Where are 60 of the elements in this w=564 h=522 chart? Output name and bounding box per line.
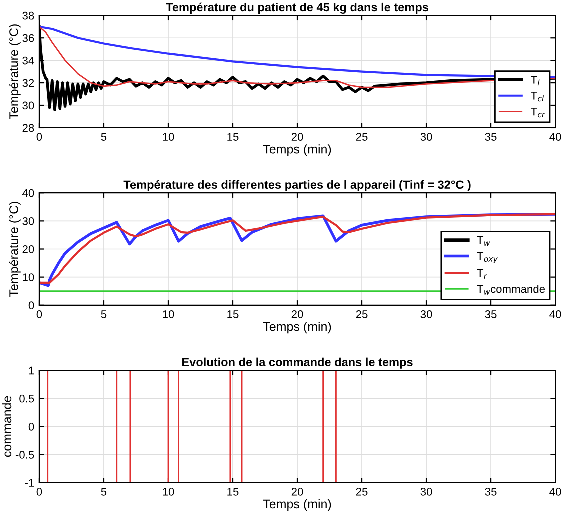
x-tick-label: 25	[356, 488, 368, 496]
x-tick-label: 0	[36, 488, 42, 496]
x-axis-title: Temps (min)	[263, 144, 332, 156]
legend-label: T$_{cl}$	[531, 92, 544, 102]
legend-label: T$_{l}$	[531, 76, 540, 86]
x-tick-label: 0	[36, 133, 42, 141]
y-tick-label: 20	[22, 246, 34, 254]
x-tick-label: 15	[228, 488, 239, 496]
y-axis-title: Température (°C)	[9, 202, 21, 297]
x-tick-label: 5	[101, 310, 107, 318]
x-tick-label: 35	[485, 488, 497, 496]
x-tick-label: 5	[101, 133, 107, 141]
x-tick-label: 30	[420, 488, 432, 496]
x-tick-label: 10	[163, 133, 174, 141]
x-tick-label: 20	[292, 488, 304, 496]
y-tick-label: 30	[22, 217, 34, 226]
x-tick-label: 5	[101, 488, 107, 496]
x-tick-label: 25	[356, 310, 368, 318]
x-axis-title: Temps (min)	[263, 322, 332, 334]
x-tick-label: 35	[485, 310, 497, 318]
y-tick-label: 40	[22, 189, 34, 198]
chart-title: Evolution de la commande dans le temps	[182, 358, 413, 369]
x-tick-label: 40	[550, 133, 562, 141]
y-tick-label: 0	[28, 302, 34, 310]
x-tick-label: 0	[36, 310, 42, 318]
y-axis-title: Température (°C)	[9, 24, 21, 120]
x-tick-label: 25	[356, 133, 368, 141]
chart-title: Température des differentes parties de l appareil (Tinf = 32°C )	[124, 180, 471, 192]
x-tick-label: 40	[550, 310, 562, 318]
y-tick-label: -0.5	[16, 451, 34, 459]
y-tick-label: 30	[22, 102, 34, 110]
y-axis-title: commande	[2, 396, 12, 458]
legend-label: T$_{r}$	[477, 270, 488, 279]
x-tick-label: 15	[228, 133, 239, 141]
y-tick-label: 0	[28, 422, 34, 431]
x-tick-label: 10	[163, 310, 174, 318]
y-tick-label: -1	[25, 479, 34, 487]
chart-title: Température du patient de 45 kg dans le temps	[166, 2, 428, 14]
y-tick-label: 10	[23, 274, 34, 282]
x-tick-label: 15	[228, 310, 239, 318]
x-tick-label: 30	[420, 310, 432, 318]
y-tick-label: 28	[22, 124, 34, 132]
line-series	[39, 26, 556, 88]
x-tick-label: 20	[292, 133, 304, 141]
y-tick-label: 1	[29, 366, 34, 375]
legend-label: T$_{cr}$	[531, 108, 546, 118]
y-tick-label: 36	[22, 34, 34, 42]
x-tick-label: 10	[163, 488, 174, 496]
y-tick-label: 0.5	[20, 394, 34, 403]
y-tick-label: 32	[22, 79, 34, 88]
legend-label: T$_{w}$commande	[477, 284, 546, 295]
legend-label: T$_{w}$	[477, 236, 490, 246]
y-tick-label: 34	[22, 56, 34, 65]
y-tick-label: 38	[22, 12, 34, 20]
legend-label: T$_{oxy}$	[477, 252, 498, 264]
x-tick-label: 40	[550, 488, 562, 496]
x-tick-label: 30	[420, 133, 432, 141]
x-axis-title: Temps (min)	[263, 499, 332, 512]
x-tick-label: 35	[485, 133, 497, 141]
x-tick-label: 20	[292, 310, 304, 318]
